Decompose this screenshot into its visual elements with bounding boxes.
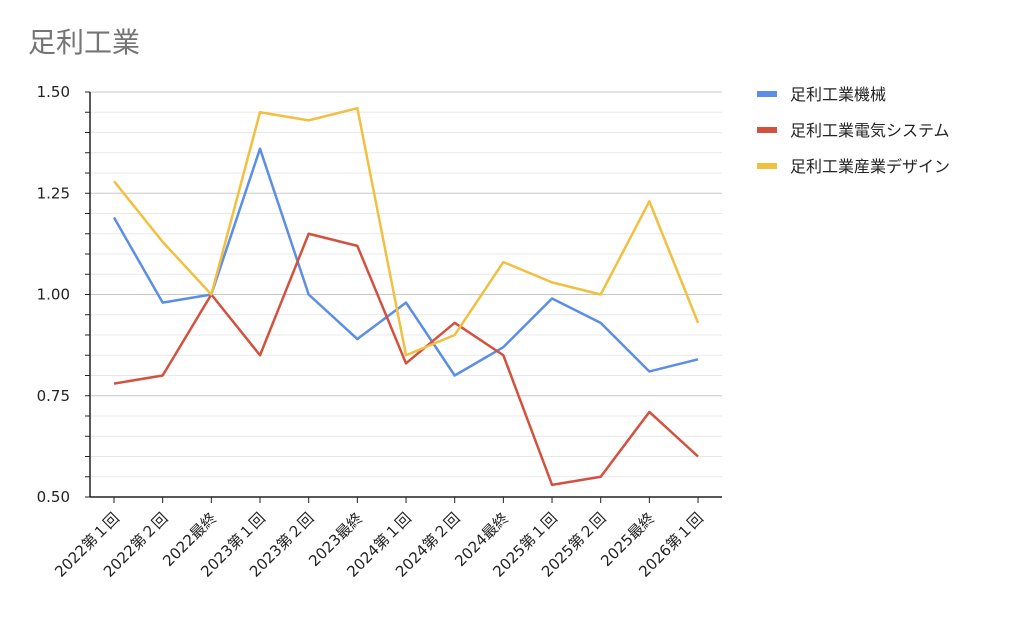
legend-swatch <box>757 91 777 97</box>
legend-label: 足利工業機械 <box>790 85 886 104</box>
chart-title: 足利工業 <box>28 26 140 59</box>
y-tick-label: 0.50 <box>37 488 70 506</box>
series-line-0 <box>112 147 699 377</box>
legend-label: 足利工業電気システム <box>790 121 950 140</box>
legend-swatch <box>757 127 777 133</box>
y-tick-label: 0.75 <box>37 387 70 405</box>
y-tick-label: 1.00 <box>37 286 70 304</box>
legend-swatch <box>757 163 777 169</box>
y-tick-label: 1.50 <box>37 83 70 101</box>
series-line-1 <box>113 232 699 487</box>
legend-label: 足利工業産業デザイン <box>790 157 950 176</box>
series-line-2 <box>113 106 700 357</box>
y-tick-label: 1.25 <box>37 184 70 202</box>
